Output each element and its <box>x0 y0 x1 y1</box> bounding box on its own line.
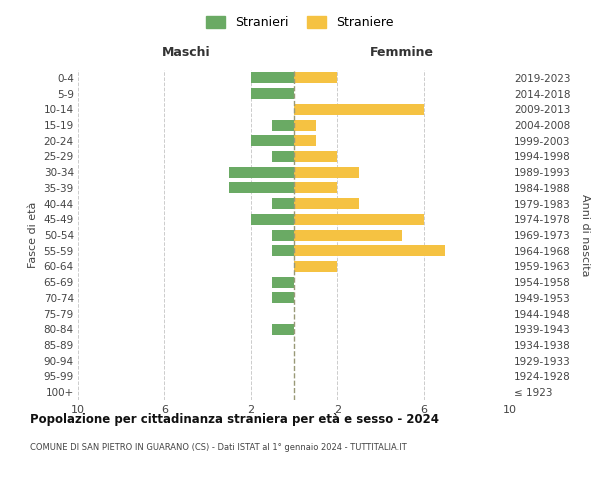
Bar <box>272 151 294 162</box>
Bar <box>294 230 402 240</box>
Bar <box>272 292 294 304</box>
Bar <box>294 214 424 225</box>
Bar <box>272 120 294 130</box>
Bar <box>272 245 294 256</box>
Bar <box>294 182 337 194</box>
Text: Femmine: Femmine <box>370 46 434 59</box>
Text: Maschi: Maschi <box>161 46 211 59</box>
Bar <box>294 151 337 162</box>
Bar <box>272 230 294 240</box>
Bar <box>251 72 294 84</box>
Text: Popolazione per cittadinanza straniera per età e sesso - 2024: Popolazione per cittadinanza straniera p… <box>30 412 439 426</box>
Legend: Stranieri, Straniere: Stranieri, Straniere <box>202 11 398 34</box>
Bar <box>272 324 294 335</box>
Bar <box>251 135 294 146</box>
Bar <box>294 198 359 209</box>
Bar <box>251 214 294 225</box>
Bar <box>272 276 294 287</box>
Bar <box>229 182 294 194</box>
Y-axis label: Anni di nascita: Anni di nascita <box>580 194 590 276</box>
Bar <box>272 198 294 209</box>
Bar <box>294 104 424 115</box>
Bar <box>294 135 316 146</box>
Bar <box>294 245 445 256</box>
Bar <box>294 120 316 130</box>
Bar <box>294 166 359 177</box>
Bar <box>251 88 294 99</box>
Bar <box>294 261 337 272</box>
Bar <box>294 72 337 84</box>
Y-axis label: Fasce di età: Fasce di età <box>28 202 38 268</box>
Text: COMUNE DI SAN PIETRO IN GUARANO (CS) - Dati ISTAT al 1° gennaio 2024 - TUTTITALI: COMUNE DI SAN PIETRO IN GUARANO (CS) - D… <box>30 442 407 452</box>
Bar <box>229 166 294 177</box>
